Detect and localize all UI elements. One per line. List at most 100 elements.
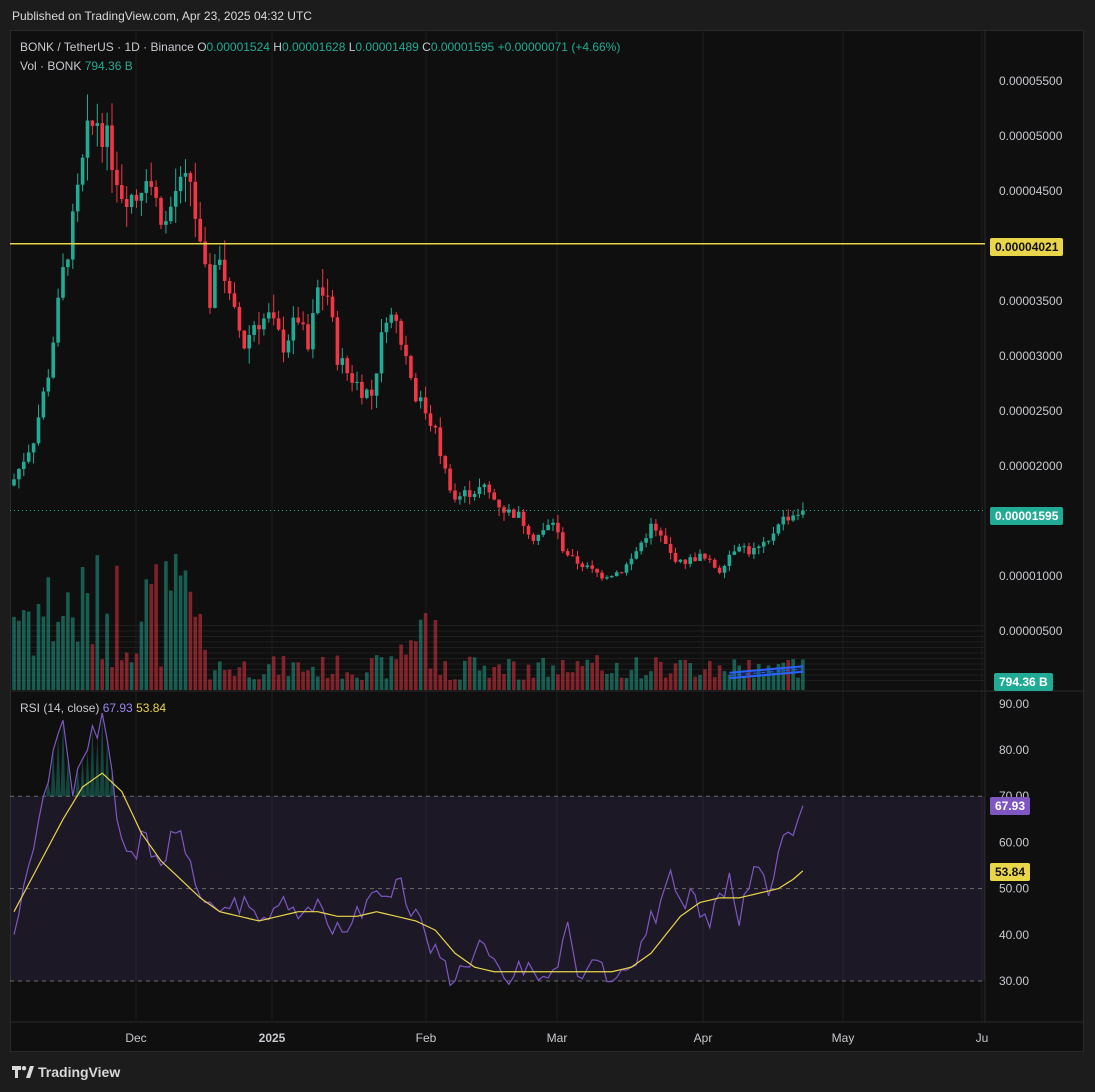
volume-bar	[683, 659, 688, 690]
rsi-axis-label: 80.00	[999, 743, 1029, 757]
candle-body	[203, 241, 207, 265]
volume-bar	[668, 673, 673, 690]
volume-bar	[330, 673, 335, 690]
volume-bar	[512, 661, 516, 690]
candle-body	[551, 522, 555, 525]
candle-body	[17, 468, 21, 480]
candle-body	[771, 533, 776, 541]
candle-body	[688, 557, 692, 564]
candle-body	[56, 297, 60, 343]
volume-bar	[374, 655, 379, 690]
chart-frame[interactable]	[10, 30, 1084, 1052]
rsi-ma-line	[13, 772, 804, 973]
candle-body	[502, 507, 506, 513]
candle-body	[663, 535, 668, 545]
volume-bar	[698, 674, 702, 690]
volume-bar	[629, 669, 634, 690]
rsi-ma-value: 53.84	[136, 701, 167, 715]
candle-body	[169, 206, 173, 222]
volume-bar	[26, 611, 31, 690]
candle-body	[580, 563, 585, 568]
volume-bar	[306, 670, 310, 690]
volume-bar	[389, 656, 394, 690]
candle-body	[340, 358, 345, 365]
candle-body	[330, 296, 335, 318]
candle-body	[61, 267, 65, 298]
volume-bar	[271, 656, 276, 690]
volume-bar	[536, 662, 541, 690]
candle-body	[526, 525, 531, 535]
candle-body	[306, 324, 310, 350]
volume-bar	[379, 657, 384, 690]
candle-body	[36, 417, 41, 444]
volume-bar	[267, 664, 271, 690]
candle-body	[766, 540, 771, 542]
volume-bar	[747, 659, 751, 690]
candle-body	[418, 397, 423, 402]
volume-bar	[693, 676, 697, 690]
candle-body	[673, 552, 678, 562]
volume-bar	[144, 579, 149, 690]
volume-bar	[345, 672, 349, 690]
candle-body	[634, 551, 639, 559]
price-axis-label: 0.00005000	[999, 129, 1063, 143]
tradingview-logo: TradingView	[12, 1064, 120, 1080]
time-axis-label: 2025	[259, 1031, 286, 1045]
volume-bar	[570, 672, 575, 690]
candle-body	[311, 313, 315, 350]
volume-bar	[438, 674, 443, 690]
volume-bar	[71, 617, 75, 690]
high-value: 0.00001628	[281, 40, 346, 54]
candle-body	[536, 534, 541, 541]
candle-body	[448, 468, 452, 491]
volume-bar	[276, 674, 281, 690]
candle-body	[325, 295, 330, 297]
candle-body	[463, 490, 467, 497]
candle-body	[360, 381, 364, 398]
candle-body	[458, 496, 462, 500]
candle-body	[232, 293, 237, 307]
candle-body	[85, 120, 90, 158]
candle-body	[776, 524, 781, 534]
time-axis-label: May	[832, 1031, 855, 1045]
candle-body	[600, 572, 604, 579]
volume-bar	[649, 671, 653, 690]
price-legend: BONK / TetherUS · 1D · Binance O0.000015…	[20, 40, 620, 54]
price-axis-label: 0.00001000	[999, 569, 1063, 583]
volume-bar	[703, 669, 707, 690]
candle-body	[585, 565, 590, 568]
candle-body	[472, 493, 477, 497]
volume-bar	[203, 649, 207, 690]
time-axis-label: Ju	[976, 1031, 989, 1045]
price-axis-label: 0.00002000	[999, 459, 1063, 473]
volume-bar	[340, 678, 345, 690]
rsi-legend: RSI (14, close) 67.93 53.84	[20, 701, 166, 715]
candle-body	[271, 312, 276, 319]
candle-body	[159, 197, 163, 225]
volume-bar	[605, 673, 609, 690]
volume-bar	[801, 659, 805, 690]
candle-body	[26, 452, 31, 462]
candle-body	[183, 173, 188, 177]
volume-tag: 794.36 B	[994, 673, 1053, 691]
volume-bar	[36, 603, 41, 690]
volume-bar	[428, 668, 433, 690]
rsi-tag: 67.93	[990, 797, 1031, 815]
price-axis-label: 0.00003500	[999, 294, 1063, 308]
volume-bar	[414, 641, 418, 690]
volume-bar	[742, 675, 746, 690]
candle-body	[521, 511, 526, 526]
candle-body	[423, 397, 428, 414]
volume-bar	[198, 613, 202, 690]
volume-bar	[31, 655, 36, 690]
candle-body	[605, 577, 609, 579]
candle-body	[404, 344, 408, 357]
volume-bar	[526, 664, 531, 690]
parallel-channel-fill	[729, 666, 803, 679]
candle-body	[286, 340, 291, 353]
volume-bar	[600, 670, 604, 690]
candle-body	[154, 186, 158, 198]
volume-bar	[712, 677, 717, 690]
volume-bar	[183, 570, 188, 690]
